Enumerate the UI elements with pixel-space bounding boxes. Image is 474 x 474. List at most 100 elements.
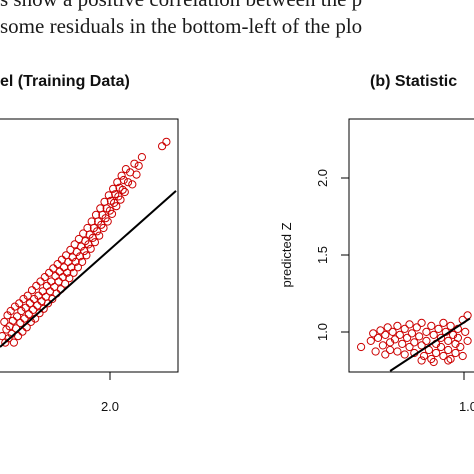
left-data-point — [45, 268, 54, 277]
right-data-point — [439, 351, 448, 361]
left-data-point — [65, 274, 74, 283]
right-data-point — [436, 333, 446, 342]
left-data-point — [13, 312, 22, 321]
right-data-point — [376, 326, 385, 335]
right-data-point — [446, 321, 455, 330]
left-data-point — [25, 299, 34, 308]
left-data-point — [132, 170, 141, 179]
left-data-point — [119, 175, 128, 185]
right-data-point — [366, 336, 375, 345]
left-data-point — [162, 137, 171, 146]
left-data-point — [86, 244, 95, 253]
left-data-point — [43, 299, 53, 308]
right-data-point — [419, 351, 429, 361]
right-data-point — [412, 323, 421, 332]
right-data-point — [415, 332, 424, 341]
right-data-point — [422, 327, 431, 336]
right-data-point — [444, 336, 453, 345]
right-data-point — [405, 342, 414, 352]
left-data-point — [71, 257, 80, 266]
left-data-point — [117, 171, 126, 180]
right-y-tick-label-3: 2.0 — [315, 169, 330, 187]
left-data-point — [128, 180, 137, 189]
right-data-point — [439, 318, 448, 327]
left-plot-frame — [0, 118, 179, 373]
left-data-point — [130, 159, 139, 168]
left-data-point — [78, 257, 87, 266]
right-data-point — [386, 345, 395, 355]
left-data-point — [75, 252, 85, 261]
left-data-point — [16, 318, 25, 328]
left-data-point — [61, 279, 70, 288]
left-data-point — [69, 268, 78, 277]
left-data-point — [20, 314, 29, 323]
right-panel-title: (b) Statistic — [370, 73, 458, 90]
right-data-point — [403, 333, 412, 342]
left-data-point — [63, 268, 72, 277]
left-data-point — [82, 251, 91, 260]
right-data-point — [422, 336, 431, 345]
right-data-point — [429, 330, 438, 339]
right-data-point — [417, 356, 426, 365]
left-scatter-panel: 2.0 — [0, 118, 179, 414]
right-data-point — [371, 347, 380, 356]
right-data-point — [427, 321, 436, 330]
left-data-point — [53, 260, 62, 269]
left-data-point — [116, 195, 125, 204]
right-scatter-panel: 1.0 1.5 2.0 predicted Z 1.0 — [279, 118, 474, 414]
left-data-point — [15, 299, 24, 308]
left-data-point — [35, 309, 44, 318]
left-data-point — [23, 291, 32, 300]
left-data-point — [21, 303, 30, 312]
right-data-point — [381, 350, 390, 359]
right-y-axis-label: predicted Z — [279, 222, 294, 287]
left-data-point — [104, 191, 113, 200]
left-data-point — [99, 223, 108, 233]
right-regression-line — [389, 317, 471, 372]
right-data-point — [400, 350, 409, 359]
right-data-point — [357, 342, 366, 352]
left-data-point — [51, 272, 60, 281]
left-data-point — [123, 178, 133, 187]
left-data-point — [95, 231, 104, 240]
right-data-point — [453, 333, 462, 342]
right-data-point — [410, 338, 419, 347]
left-data-point — [103, 217, 112, 226]
right-data-point — [446, 354, 455, 364]
caption-line-1: s show a positive correlation between th… — [0, 0, 362, 12]
left-data-point — [134, 161, 143, 170]
right-data-point — [393, 321, 402, 330]
left-data-point — [137, 153, 146, 162]
left-data-point — [9, 338, 18, 347]
right-plot-frame — [348, 118, 474, 373]
right-x-tick-label: 1.0 — [459, 399, 474, 414]
left-data-point — [0, 317, 9, 326]
left-data-point — [42, 281, 52, 290]
left-regression-line — [0, 190, 177, 348]
right-data-point — [405, 320, 414, 329]
right-data-point — [388, 327, 397, 336]
caption-line-2: some residuals in the bottom-left of the… — [0, 14, 363, 38]
left-data-point — [14, 332, 23, 341]
right-data-point — [390, 335, 400, 344]
left-data-point — [8, 316, 17, 325]
left-data-point — [112, 202, 121, 211]
right-data-point — [393, 347, 402, 356]
right-y-tick-label-2: 1.5 — [315, 246, 330, 264]
right-data-point — [436, 342, 446, 352]
left-data-point — [6, 306, 15, 316]
right-data-point — [434, 324, 443, 333]
right-data-point — [463, 311, 472, 320]
left-data-point — [49, 264, 58, 273]
left-data-point — [40, 273, 49, 282]
left-data-point — [33, 301, 42, 310]
right-data-point — [407, 329, 416, 338]
left-data-point — [55, 267, 64, 276]
right-data-point — [458, 351, 467, 361]
right-data-point — [463, 336, 472, 345]
right-data-point — [378, 341, 387, 350]
left-data-point — [36, 277, 45, 286]
left-data-point — [39, 304, 48, 313]
right-data-point — [461, 327, 470, 336]
